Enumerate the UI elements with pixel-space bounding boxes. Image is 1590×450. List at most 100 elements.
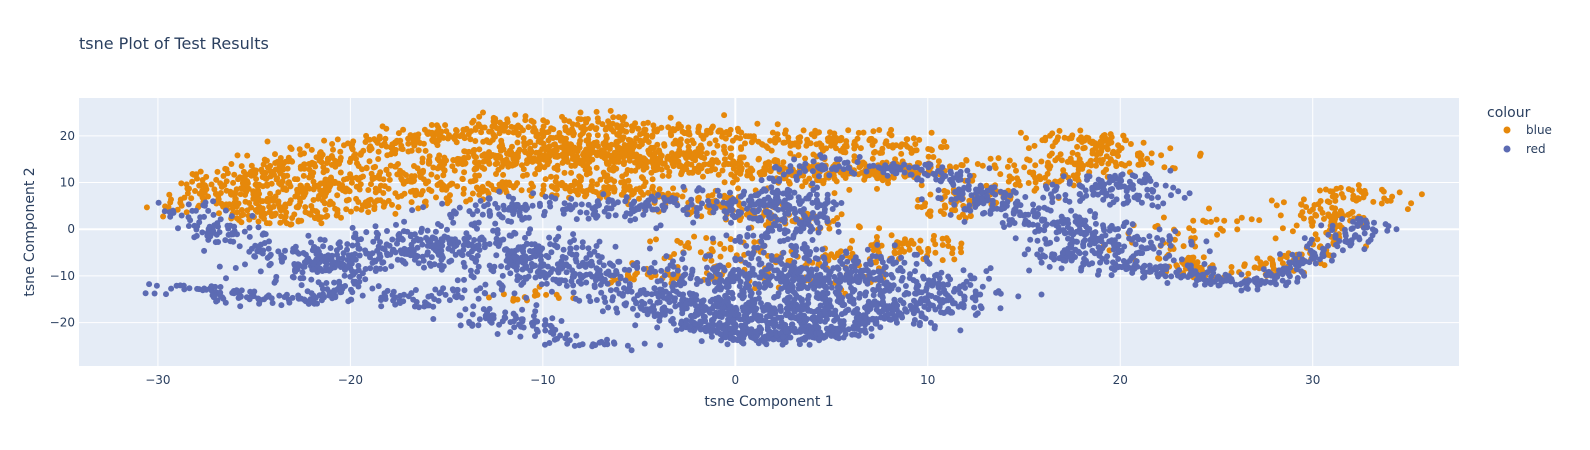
- scatter-point: [774, 121, 781, 128]
- scatter-point: [676, 142, 683, 149]
- scatter-point: [654, 126, 661, 133]
- scatter-point: [194, 285, 201, 292]
- scatter-point: [830, 311, 837, 318]
- scatter-point: [1313, 212, 1320, 219]
- scatter-point: [408, 199, 415, 206]
- scatter-point: [838, 311, 845, 318]
- scatter-point: [357, 181, 364, 188]
- scatter-point: [835, 266, 842, 272]
- scatter-point: [1337, 184, 1344, 191]
- scatter-point: [721, 179, 728, 186]
- scatter-point: [349, 224, 356, 231]
- scatter-point: [1123, 137, 1129, 144]
- scatter-point: [927, 191, 934, 198]
- scatter-point: [544, 161, 551, 168]
- scatter-point: [537, 252, 544, 259]
- scatter-point: [588, 141, 595, 148]
- scatter-point: [334, 261, 341, 268]
- scatter-point: [653, 206, 660, 213]
- scatter-point: [270, 198, 277, 204]
- scatter-point: [926, 208, 933, 215]
- scatter-point: [512, 124, 519, 131]
- scatter-point: [384, 228, 390, 234]
- scatter-point: [598, 289, 605, 296]
- scatter-point: [540, 186, 547, 193]
- scatter-point: [601, 294, 608, 301]
- scatter-point: [728, 219, 734, 226]
- scatter-point: [533, 302, 540, 309]
- scatter-point: [957, 327, 964, 334]
- scatter-point: [495, 166, 502, 173]
- scatter-point: [274, 158, 281, 165]
- scatter-point: [584, 116, 591, 122]
- scatter-point: [554, 261, 561, 268]
- scatter-point: [308, 276, 315, 283]
- scatter-point: [181, 286, 188, 293]
- scatter-point: [796, 317, 803, 324]
- scatter-point: [1030, 171, 1037, 178]
- scatter-point: [311, 259, 318, 266]
- scatter-point: [490, 227, 497, 234]
- scatter-point: [422, 198, 429, 205]
- scatter-point: [469, 211, 476, 218]
- scatter-point: [296, 146, 303, 153]
- scatter-point: [667, 114, 674, 121]
- scatter-point: [1272, 235, 1279, 242]
- scatter-point: [251, 253, 258, 260]
- scatter-point: [558, 144, 565, 151]
- scatter-point: [238, 163, 245, 170]
- scatter-point: [1197, 152, 1203, 159]
- scatter-point: [786, 180, 793, 187]
- scatter-point: [735, 185, 742, 192]
- scatter-point: [960, 267, 967, 274]
- scatter-point: [421, 126, 428, 133]
- scatter-point: [564, 331, 571, 338]
- scatter-point: [756, 155, 762, 162]
- scatter-point: [481, 203, 488, 210]
- scatter-point: [1038, 291, 1045, 298]
- scatter-point: [1011, 162, 1018, 169]
- scatter-point: [583, 255, 590, 262]
- scatter-point: [456, 204, 463, 211]
- scatter-point: [377, 239, 383, 246]
- scatter-point: [508, 248, 515, 255]
- scatter-point: [252, 181, 259, 188]
- scatter-point: [222, 237, 229, 244]
- scatter-point: [649, 156, 656, 163]
- scatter-point: [450, 157, 457, 164]
- scatter-point: [1206, 205, 1212, 212]
- scatter-point: [278, 180, 285, 186]
- scatter-point: [549, 183, 556, 190]
- scatter-point: [528, 248, 535, 255]
- scatter-point: [621, 114, 628, 120]
- scatter-point: [961, 293, 968, 300]
- scatter-point: [1017, 129, 1024, 136]
- scatter-point: [189, 207, 196, 214]
- scatter-point: [475, 186, 482, 193]
- scatter-point: [661, 141, 668, 148]
- scatter-point: [348, 286, 354, 293]
- scatter-point: [822, 260, 829, 267]
- scatter-point: [310, 292, 317, 299]
- scatter-point: [470, 147, 477, 154]
- scatter-point: [356, 273, 363, 280]
- scatter-point: [751, 239, 758, 246]
- scatter-point: [419, 241, 426, 248]
- scatter-point: [1104, 146, 1111, 153]
- scatter-point: [583, 209, 590, 216]
- scatter-point: [263, 220, 270, 227]
- scatter-point: [431, 242, 438, 249]
- scatter-point: [1396, 189, 1403, 196]
- scatter-point: [532, 288, 539, 295]
- scatter-point: [660, 194, 667, 201]
- scatter-point: [1257, 259, 1264, 266]
- scatter-point: [310, 169, 317, 176]
- scatter-point: [1161, 164, 1168, 171]
- scatter-point: [442, 122, 449, 129]
- scatter-point: [800, 306, 807, 313]
- scatter-point: [901, 259, 908, 266]
- scatter-point: [470, 151, 477, 158]
- scatter-point: [479, 211, 486, 218]
- scatter-point: [249, 212, 256, 219]
- scatter-point: [337, 157, 344, 164]
